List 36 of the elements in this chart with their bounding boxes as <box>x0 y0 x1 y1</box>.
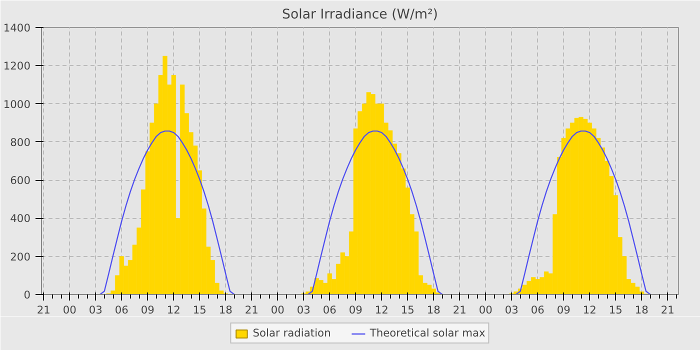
x-tick-label: 18 <box>218 304 233 316</box>
legend-label: Theoretical solar max <box>370 326 486 340</box>
x-tick-label: 15 <box>192 304 206 316</box>
y-tick-label: 1400 <box>3 22 31 34</box>
y-tick-label: 1000 <box>3 98 31 111</box>
x-tick-label: 00 <box>62 304 77 316</box>
x-tick-label: 09 <box>348 304 363 316</box>
x-tick-label: 00 <box>270 304 285 316</box>
x-tick-label: 21 <box>244 304 258 316</box>
chart-title: Solar Irradiance (W/m²) <box>282 8 438 22</box>
x-tick-label: 12 <box>582 304 596 316</box>
y-tick-label: 400 <box>10 212 31 226</box>
x-tick-label: 03 <box>88 304 102 316</box>
x-tick-label: 18 <box>634 304 649 316</box>
x-tick-label: 06 <box>322 304 337 316</box>
x-tick-label: 21 <box>660 304 674 316</box>
x-tick-label: 15 <box>608 304 622 316</box>
y-tick-label: 200 <box>10 250 31 264</box>
x-tick-label: 09 <box>140 304 155 316</box>
legend-label: Solar radiation <box>252 326 331 340</box>
y-tick-label: 600 <box>10 174 31 188</box>
x-tick-label: 00 <box>478 304 493 316</box>
x-tick-label: 06 <box>114 304 129 316</box>
x-tick-label: 12 <box>166 304 180 316</box>
x-tick-label: 15 <box>400 304 414 316</box>
x-tick-label: 09 <box>556 304 571 316</box>
x-tick-label: 12 <box>374 304 388 316</box>
x-tick-label: 03 <box>504 304 518 316</box>
x-tick-label: 21 <box>452 304 466 316</box>
y-tick-label: 800 <box>10 136 31 149</box>
x-tick-label: 18 <box>426 304 441 316</box>
y-tick-label: 0 <box>24 288 31 302</box>
x-tick-label: 06 <box>530 304 545 316</box>
x-tick-label: 03 <box>296 304 310 316</box>
y-tick-label: 1200 <box>3 60 31 73</box>
x-tick-label: 21 <box>36 304 50 316</box>
